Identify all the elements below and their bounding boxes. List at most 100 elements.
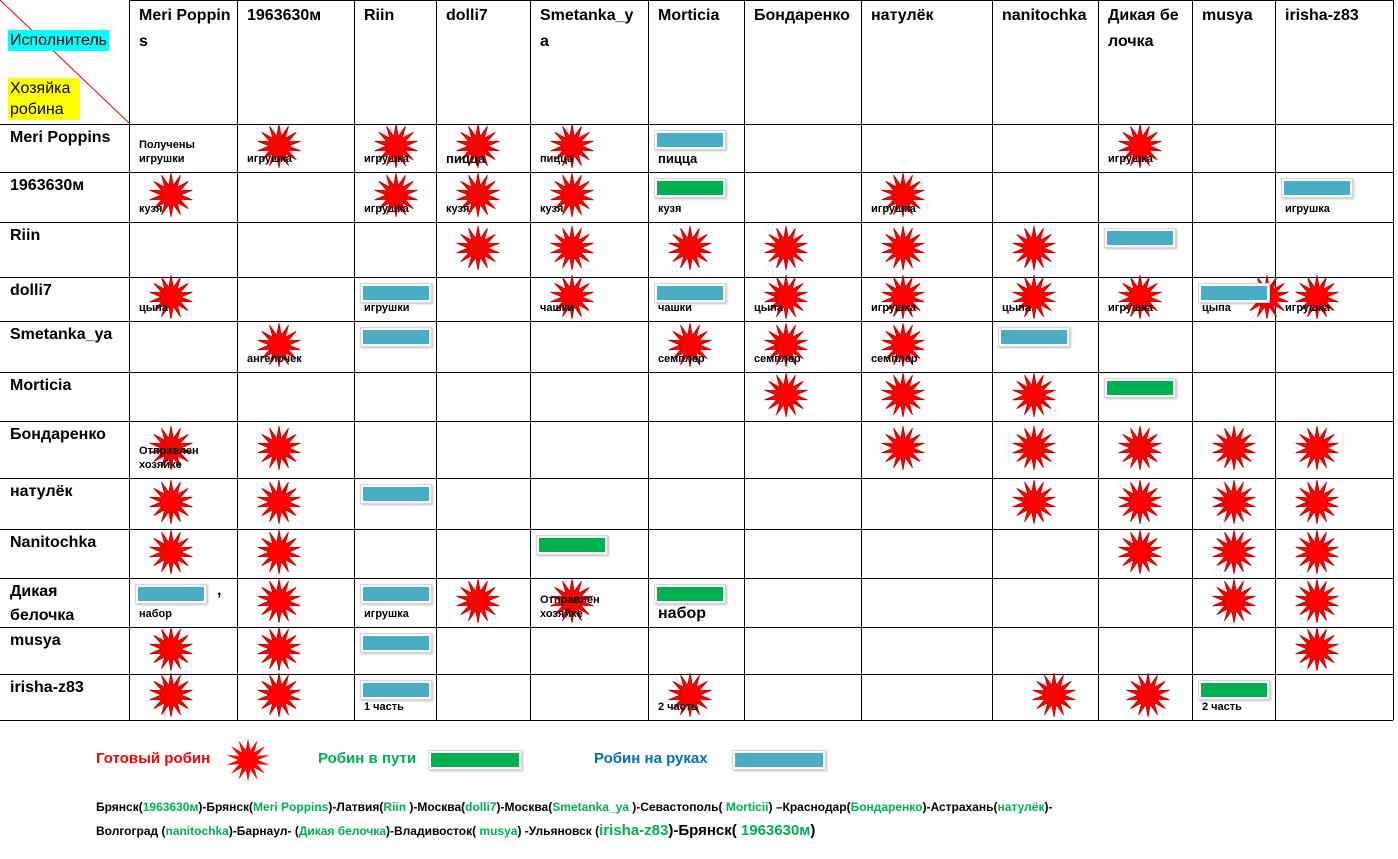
grid-line-horizontal xyxy=(0,627,1393,628)
ready-robin-star-icon xyxy=(550,275,594,319)
owner-label: Хозяйка робина xyxy=(8,78,80,120)
grid-line-horizontal xyxy=(0,172,1393,173)
grid-line-vertical xyxy=(129,0,130,720)
ready-robin-star-icon xyxy=(257,626,301,671)
ready-robin-star-icon xyxy=(550,225,594,270)
ready-robin-star-icon xyxy=(1012,372,1056,417)
cell-text: семплер xyxy=(754,353,801,365)
route-city: )-Севастополь( xyxy=(632,800,726,814)
bar-fill xyxy=(363,683,429,697)
in-hands-bar xyxy=(360,633,432,653)
column-header: dolli7 xyxy=(446,7,488,24)
route-participant: 1963630м xyxy=(142,800,199,814)
route-participant: musya xyxy=(479,824,518,838)
ready-robin-star-icon xyxy=(881,225,925,270)
bar-fill xyxy=(1107,381,1173,395)
cell-text: кузя xyxy=(446,203,470,215)
bar-fill xyxy=(1201,683,1267,697)
ready-robin-star-icon xyxy=(881,372,925,417)
ready-robin-star-icon xyxy=(374,124,418,168)
grid-line-vertical xyxy=(237,0,238,720)
ready-robin-star-icon xyxy=(1295,578,1339,623)
ready-robin-star-icon xyxy=(456,578,500,623)
cell-text: пицца xyxy=(540,153,574,165)
cell-text: кузя xyxy=(139,203,163,215)
column-header: Дикая белочка xyxy=(1108,7,1179,50)
grid-line-horizontal xyxy=(0,720,1393,721)
in-hands-bar xyxy=(654,283,726,303)
row-header: dolli7 xyxy=(10,282,52,299)
ready-robin-star-icon xyxy=(1012,225,1056,270)
cell-text: набор xyxy=(658,605,706,622)
executor-label: Исполнитель xyxy=(8,30,110,51)
column-header: musya xyxy=(1202,7,1253,24)
legend-ready-label: Готовый робин xyxy=(96,750,211,767)
in-hands-bar xyxy=(360,584,432,604)
ready-robin-star-icon xyxy=(1118,529,1162,574)
bar-fill xyxy=(1107,231,1173,245)
cell-text: Получены игрушки xyxy=(139,139,195,165)
ready-robin-star-icon xyxy=(257,479,301,524)
grid-line-vertical xyxy=(354,0,355,720)
ready-robin-star-icon xyxy=(1295,529,1339,574)
ready-robin-star-icon xyxy=(1012,275,1056,319)
in-hands-bar xyxy=(135,584,207,604)
ready-robin-star-icon xyxy=(257,529,301,574)
column-header: 1963630м xyxy=(247,7,322,24)
row-header: irisha-z83 xyxy=(10,679,84,696)
route-participant: Дикая белочка xyxy=(298,824,386,838)
cell-text: цыпа xyxy=(1202,302,1231,314)
column-header: Meri Poppins xyxy=(139,7,231,50)
cell-text: игрушки xyxy=(364,302,410,314)
bar-fill xyxy=(363,286,429,300)
bar-fill xyxy=(431,753,519,767)
cell-text: Отправлен хозяйке xyxy=(139,445,199,471)
ready-robin-star-icon xyxy=(550,173,594,217)
route-line-1: Брянск(1963630м)-Брянск(Meri Poppins)-Ла… xyxy=(96,795,1386,819)
ready-robin-star-icon xyxy=(550,124,594,168)
route-participant: Smetanka_ya xyxy=(552,800,633,814)
route-city: )-Москва( xyxy=(409,800,466,814)
ready-robin-star-icon xyxy=(668,673,712,717)
legend-in-hands-label: Робин на руках xyxy=(594,750,708,767)
in-transit-bar xyxy=(1198,680,1270,700)
grid-line-horizontal xyxy=(0,124,1393,125)
ready-robin-star-icon xyxy=(764,372,808,417)
cell-text: игрушка xyxy=(364,203,409,215)
grid-line-horizontal xyxy=(0,529,1393,530)
ready-robin-star-icon xyxy=(149,673,193,717)
bar-fill xyxy=(1284,181,1350,195)
cell-text: игрушка xyxy=(247,153,292,165)
row-header: Riin xyxy=(10,227,41,244)
ready-robin-star-icon xyxy=(1118,479,1162,524)
cell-text: 1 часть xyxy=(364,701,404,713)
route-city: ) –Краснодар( xyxy=(768,800,851,814)
ready-robin-star-icon xyxy=(1012,479,1056,524)
route-city: ) xyxy=(810,822,816,839)
ready-robin-star-icon xyxy=(149,173,193,217)
cell-text: игрушка xyxy=(1108,302,1153,314)
cell-text: кузя xyxy=(658,203,682,215)
ready-robin-star-icon xyxy=(149,275,193,319)
route-participant: dolli7 xyxy=(465,800,497,814)
ready-robin-star-icon xyxy=(881,322,925,367)
ready-robin-star-icon xyxy=(374,173,418,217)
route-city: )-Москва( xyxy=(496,800,553,814)
legend-in-transit-label: Робин в пути xyxy=(318,750,417,767)
cell-text: игрушка xyxy=(364,153,409,165)
cell-text: семплер xyxy=(658,353,705,365)
route-city: )-Астрахань( xyxy=(922,800,998,814)
cell-text: , xyxy=(217,582,222,599)
ready-robin-star-icon xyxy=(149,479,193,524)
route-participant: Riin xyxy=(383,800,410,814)
ready-robin-star-icon xyxy=(456,225,500,270)
row-header: Бондаренко xyxy=(10,426,106,443)
cell-text: игрушка xyxy=(1285,203,1330,215)
bar-fill xyxy=(657,587,723,601)
column-header: Бондаренко xyxy=(754,7,850,24)
cell-text: пицца xyxy=(446,151,486,166)
row-header: musya xyxy=(10,632,61,649)
ready-robin-star-icon xyxy=(257,322,301,367)
in-hands-bar xyxy=(654,130,726,150)
grid-line-horizontal xyxy=(0,321,1393,322)
